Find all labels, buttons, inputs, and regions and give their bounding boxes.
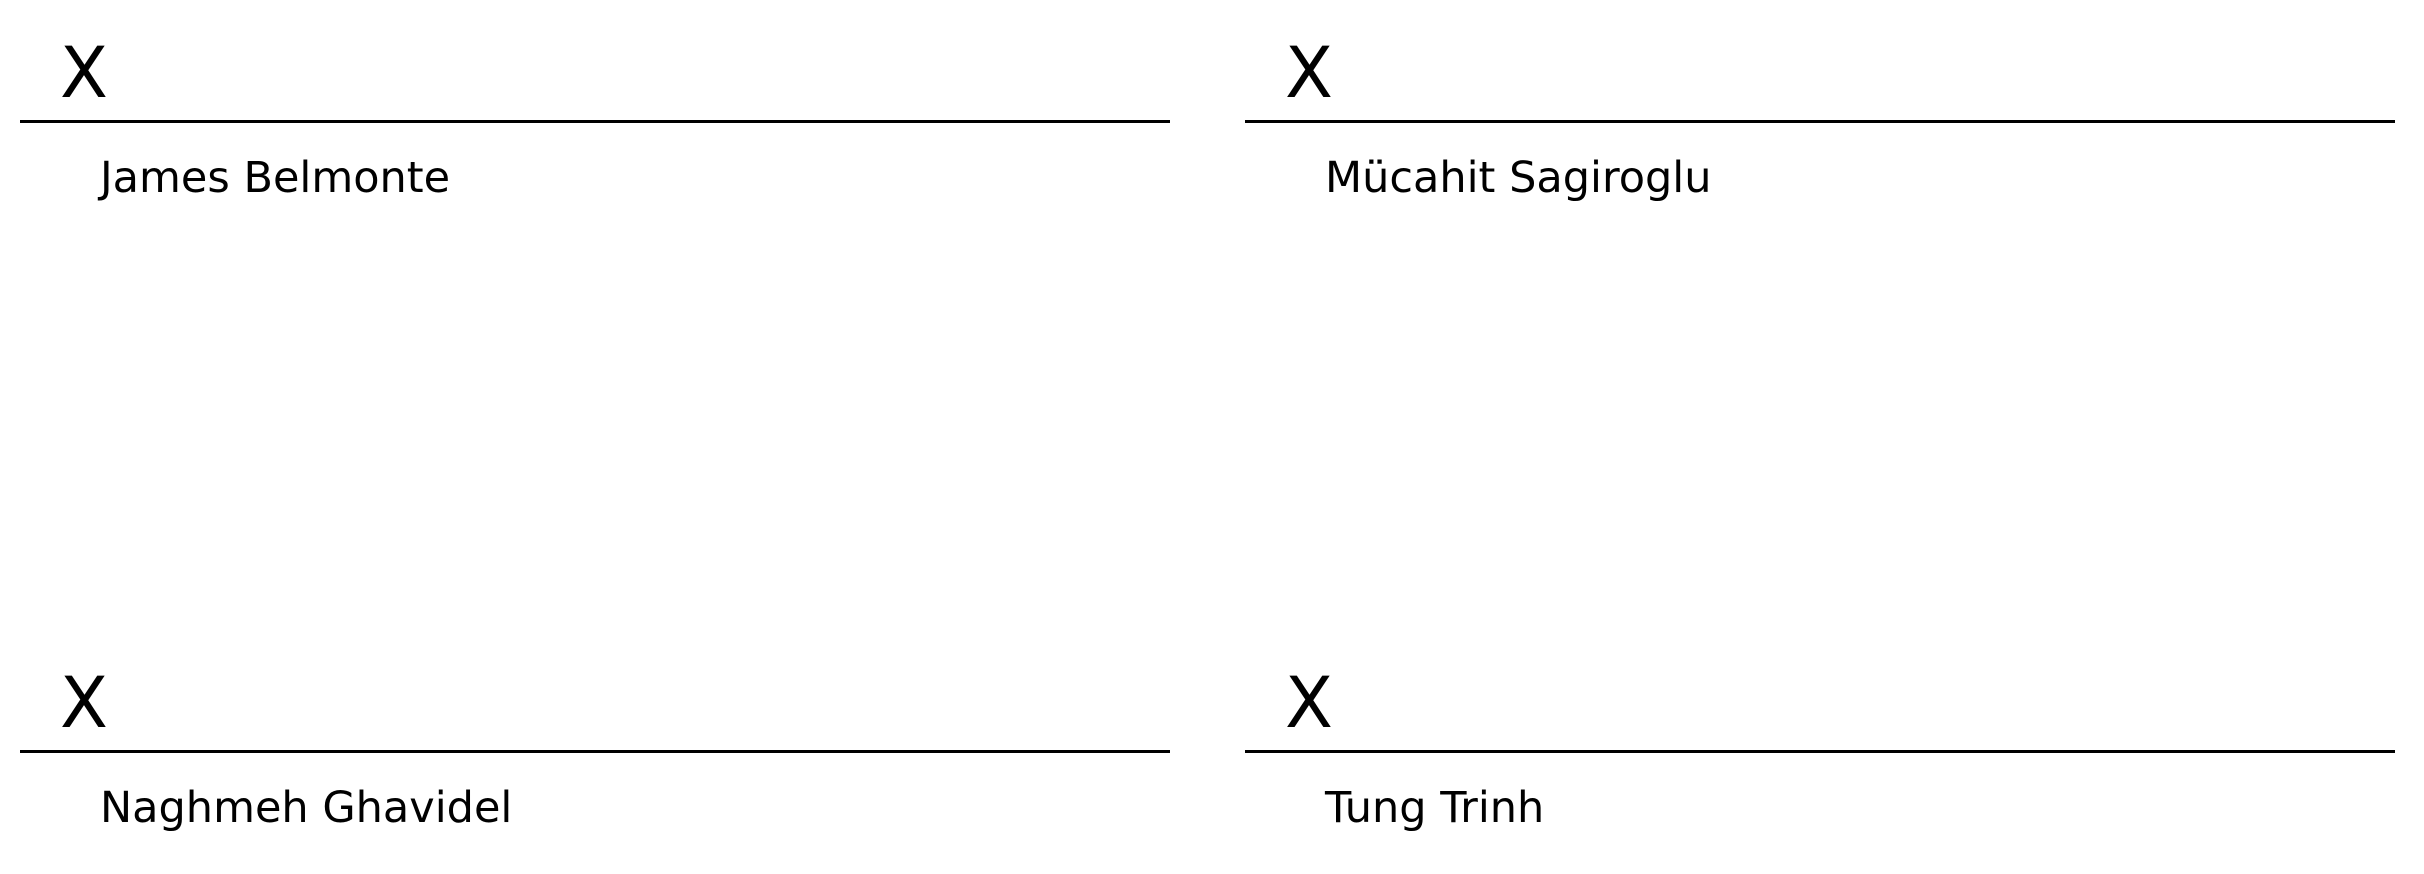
signature-block-james-belmonte: X James Belmonte (20, 0, 1170, 220)
signer-name: Naghmeh Ghavidel (100, 783, 513, 833)
signature-block-naghmeh-ghavidel: X Naghmeh Ghavidel (20, 630, 1170, 850)
signature-block-mucahit-sagiroglu: X Mücahit Sagiroglu (1245, 0, 2395, 220)
signature-line (20, 750, 1170, 753)
signature-line (20, 120, 1170, 123)
signer-name: Tung Trinh (1325, 783, 1545, 833)
signer-name: James Belmonte (100, 153, 451, 203)
signature-x-mark: X (1285, 32, 1333, 114)
signer-name: Mücahit Sagiroglu (1325, 153, 1712, 203)
signature-x-mark: X (60, 662, 108, 744)
signature-x-mark: X (1285, 662, 1333, 744)
signature-block-tung-trinh: X Tung Trinh (1245, 630, 2395, 850)
signature-line (1245, 120, 2395, 123)
signature-line (1245, 750, 2395, 753)
signature-x-mark: X (60, 32, 108, 114)
